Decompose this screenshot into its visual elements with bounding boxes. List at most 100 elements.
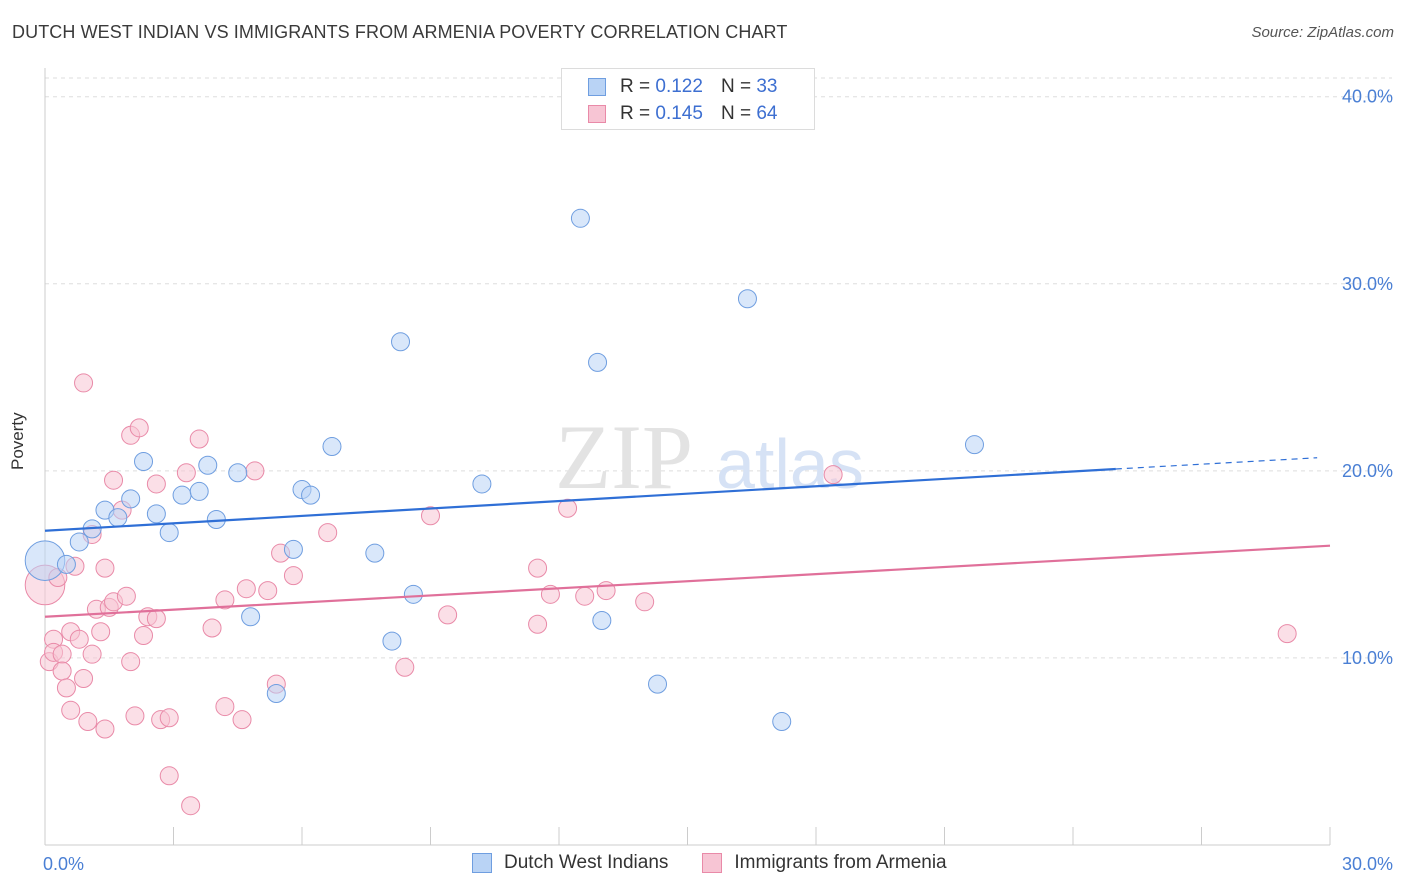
legend-n-label: N = — [720, 76, 752, 97]
legend-item-armenia: Immigrants from Armenia — [702, 852, 947, 874]
y-tick-label: 10.0% — [1342, 648, 1393, 668]
armenia-point — [823, 465, 843, 485]
dutch-west-indian-point — [772, 712, 792, 732]
armenia-point — [421, 506, 440, 526]
legend-row-pink: R = 0.145 N = 64 — [588, 103, 777, 125]
armenia-point — [121, 652, 141, 672]
dutch-west-indian-point — [198, 455, 218, 475]
armenia-point — [575, 586, 595, 606]
series-legend: Dutch West Indians Immigrants from Armen… — [472, 852, 981, 874]
trend-line-dutch-west-indians-extension — [1115, 457, 1318, 470]
y-tick-label: 40.0% — [1342, 87, 1393, 107]
legend-swatch-blue — [472, 853, 492, 873]
dutch-west-indian-point — [108, 508, 128, 528]
armenia-point — [1277, 624, 1297, 644]
dutch-west-indian-point — [365, 543, 385, 563]
armenia-point — [438, 605, 458, 625]
dutch-west-indian-point — [56, 554, 76, 574]
armenia-point — [78, 712, 98, 732]
x-tick-label-min: 0.0% — [43, 854, 84, 874]
armenia-point — [558, 498, 578, 518]
armenia-point — [159, 708, 179, 728]
legend-swatch-blue — [588, 78, 606, 96]
dutch-west-indian-point — [588, 352, 608, 372]
y-tick-label: 20.0% — [1342, 461, 1393, 481]
armenia-point — [82, 644, 102, 664]
armenia-point — [232, 710, 252, 730]
armenia-point — [159, 766, 179, 786]
dutch-west-indian-point — [648, 674, 668, 694]
armenia-point — [283, 566, 303, 586]
dutch-west-indian-point — [964, 435, 984, 455]
legend-swatch-pink — [588, 105, 606, 123]
y-axis-label: Poverty — [8, 412, 27, 470]
legend-label: Immigrants from Armenia — [734, 852, 947, 873]
legend-n-value: 33 — [756, 76, 778, 97]
dutch-west-indian-point — [301, 485, 321, 505]
armenia-point — [236, 579, 256, 599]
armenia-point — [52, 661, 72, 681]
armenia-point — [104, 470, 124, 490]
dutch-west-indian-point — [391, 332, 411, 352]
tick-labels: 10.0% 20.0% 30.0% 40.0% 0.0% 30.0% — [43, 87, 1393, 874]
armenia-point — [635, 592, 655, 612]
dutch-west-indian-point — [322, 437, 342, 457]
dutch-west-indian-point — [241, 607, 261, 627]
chart-title: DUTCH WEST INDIAN VS IMMIGRANTS FROM ARM… — [12, 22, 788, 42]
armenia-point — [202, 618, 222, 638]
armenia-point — [528, 614, 548, 634]
armenia-point — [395, 657, 415, 677]
armenia-point — [125, 706, 145, 726]
armenia-point — [91, 622, 111, 642]
dutch-west-indian-point — [266, 683, 286, 703]
dutch-west-indian-point — [403, 584, 423, 604]
trend-lines — [44, 457, 1331, 618]
armenia-point — [181, 796, 201, 816]
chart-source: Source: ZipAtlas.com — [1251, 24, 1394, 41]
armenia-point — [528, 558, 548, 578]
dutch-west-indian-point — [737, 289, 757, 309]
armenia-point — [52, 644, 72, 664]
dutch-west-indian-point — [228, 463, 248, 483]
legend-r-value: 0.145 — [655, 103, 703, 124]
legend-n-label: N = — [720, 103, 752, 124]
dutch-west-indian-point — [69, 532, 89, 552]
armenia-point — [69, 629, 89, 649]
armenia-point — [245, 461, 265, 481]
dutch-west-indian-point — [472, 474, 492, 494]
y-tick-label: 30.0% — [1342, 274, 1393, 294]
armenia-point — [189, 429, 209, 449]
dutch-west-indian-point — [189, 481, 209, 501]
legend-item-dutch-west-indians: Dutch West Indians — [472, 852, 668, 874]
grid-lines — [45, 77, 1392, 659]
armenia-point — [61, 700, 81, 720]
armenia-point — [176, 463, 196, 483]
correlation-legend: R = 0.122 N = 33 R = 0.145 N = 64 — [561, 68, 815, 130]
armenia-point — [215, 697, 235, 717]
legend-label: Dutch West Indians — [504, 852, 669, 873]
armenia-point — [116, 586, 136, 606]
series-dutch-west-indians-points — [24, 208, 984, 732]
x-tick-label-max: 30.0% — [1342, 854, 1393, 874]
series-armenia-points — [24, 373, 1297, 816]
armenia-point — [215, 590, 235, 610]
armenia-point — [74, 373, 94, 393]
armenia-point — [146, 474, 166, 494]
armenia-point — [74, 669, 94, 689]
armenia-point — [258, 581, 278, 601]
legend-n-value: 64 — [756, 103, 778, 124]
dutch-west-indian-point — [146, 504, 166, 524]
armenia-point — [95, 558, 115, 578]
dutch-west-indian-point — [159, 523, 179, 543]
legend-r-label: R = — [620, 76, 651, 97]
armenia-point — [129, 418, 149, 438]
trend-line-dutch-west-indians — [44, 467, 1116, 532]
legend-swatch-pink — [702, 853, 723, 873]
dutch-west-indian-point — [283, 539, 303, 559]
dutch-west-indian-point — [592, 611, 612, 631]
dutch-west-indian-point — [570, 208, 590, 228]
dutch-west-indian-point — [121, 489, 141, 509]
dutch-west-indian-point — [134, 452, 154, 471]
watermark-zip: ZIP — [555, 406, 693, 508]
armenia-point — [146, 609, 166, 629]
